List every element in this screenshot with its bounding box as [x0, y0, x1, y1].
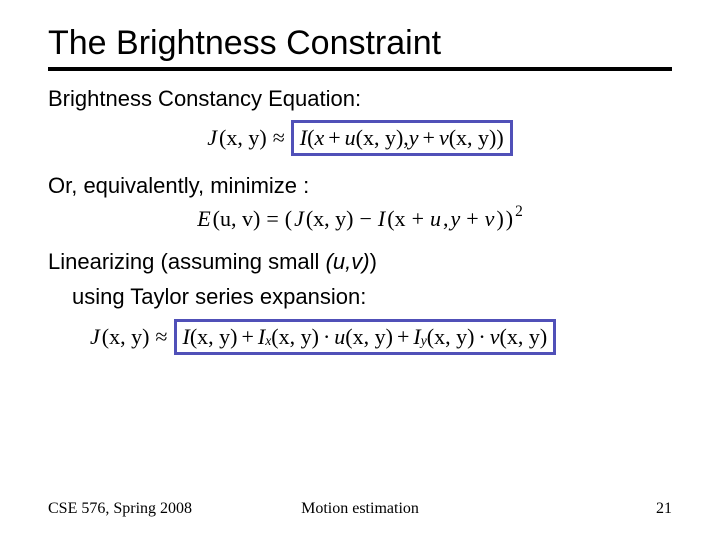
eq1-vargs: (x, y) [449, 125, 497, 151]
equation-2: E (u, v) = ( J (x, y) − I (x + u , y + v… [197, 206, 523, 232]
eq3-uxy: (x, y) [345, 324, 393, 350]
footer-center: Motion estimation [301, 500, 419, 518]
eq1-close: ) [496, 125, 503, 151]
equation-3: J (x, y) ≈ I (x, y) + Ix (x, y) · u (x, … [90, 319, 556, 355]
eq2-plus1: + [408, 206, 428, 232]
text-line-2: Or, equivalently, minimize : [48, 172, 672, 201]
footer-page-number: 21 [656, 500, 672, 518]
eq2-Iopen: (x [387, 206, 405, 232]
eq2-open: ( [285, 206, 292, 232]
eq1-approx: ≈ [269, 125, 289, 151]
slide: The Brightness Constraint Brightness Con… [0, 0, 720, 540]
text-line-3b: ) [370, 249, 377, 274]
equation-3-wrap: J (x, y) ≈ I (x, y) + Ix (x, y) · u (x, … [90, 319, 672, 355]
eq1-I: I [300, 125, 307, 151]
eq1-plus2: + [419, 125, 439, 151]
eq2-y: y [450, 206, 460, 232]
footer-left: CSE 576, Spring 2008 [48, 500, 192, 518]
text-line-4: using Taylor series expansion: [48, 283, 672, 312]
eq3-boxed-rhs: I (x, y) + Ix (x, y) · u (x, y) + Iy (x,… [174, 319, 557, 355]
eq3-plus2: + [393, 324, 413, 350]
eq1-y1: y [409, 125, 419, 151]
eq2-plus2: + [462, 206, 482, 232]
eq1-x1: x [314, 125, 324, 151]
eq1-xy: (x, y) [219, 125, 267, 151]
eq2-J: J [294, 206, 304, 232]
eq3-approx: ≈ [151, 324, 171, 350]
text-line-3-uv: (u,v) [326, 249, 370, 274]
eq2-squared: 2 [515, 203, 523, 221]
slide-title: The Brightness Constraint [48, 24, 672, 63]
eq3-Iy-sub: y [421, 333, 427, 349]
eq2-v: v [485, 206, 495, 232]
eq1-uargs: (x, y) [356, 125, 404, 151]
equation-1-wrap: J (x, y) ≈ I ( x + u (x, y) , y + v (x, … [48, 120, 672, 156]
footer: CSE 576, Spring 2008 Motion estimation 2… [0, 500, 720, 518]
eq3-plus1: + [237, 324, 257, 350]
eq3-Ixy: (x, y) [190, 324, 238, 350]
eq2-minus: − [355, 206, 375, 232]
eq1-plus1: + [324, 125, 344, 151]
eq1-boxed-rhs: I ( x + u (x, y) , y + v (x, y) ) [291, 120, 513, 156]
eq3-u: u [334, 324, 345, 350]
eq3-Iy-I: I [413, 324, 420, 350]
eq2-Jxy: (x, y) [306, 206, 354, 232]
text-line-1: Brightness Constancy Equation: [48, 85, 672, 114]
eq1-J: J [207, 125, 217, 151]
eq2-u: u [430, 206, 441, 232]
text-line-3: Linearizing (assuming small (u,v)) [48, 248, 672, 277]
eq2-eq: = [262, 206, 282, 232]
eq3-Ixxy: (x, y) [271, 324, 319, 350]
eq2-uv: (u, v) [213, 206, 261, 232]
eq2-close: ) [496, 206, 503, 232]
eq3-Iyxy: (x, y) [427, 324, 475, 350]
eq3-Jxy: (x, y) [102, 324, 150, 350]
eq1-u: u [345, 125, 356, 151]
equation-1: J (x, y) ≈ I ( x + u (x, y) , y + v (x, … [207, 120, 512, 156]
eq2-E: E [197, 206, 210, 232]
eq2-comma: , [443, 206, 449, 232]
eq3-Ix-sub: x [265, 333, 271, 349]
eq1-v: v [439, 125, 449, 151]
eq3-v: v [490, 324, 500, 350]
eq2-close2: ) [506, 206, 513, 232]
eq3-dot1: · [319, 324, 334, 350]
eq3-vxy: (x, y) [500, 324, 548, 350]
eq3-dot2: · [474, 324, 489, 350]
equation-2-wrap: E (u, v) = ( J (x, y) − I (x + u , y + v… [48, 206, 672, 232]
eq3-I1: I [183, 324, 190, 350]
eq3-J: J [90, 324, 100, 350]
eq2-I: I [378, 206, 385, 232]
text-line-3a: Linearizing (assuming small [48, 249, 326, 274]
title-underline [48, 67, 672, 71]
